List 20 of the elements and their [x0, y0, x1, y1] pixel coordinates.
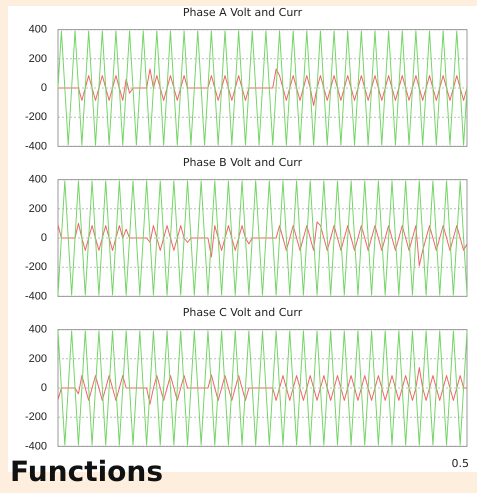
chart-title: Phase B Volt and Curr	[182, 156, 304, 170]
y-tick-label: -400	[24, 290, 47, 302]
y-tick-label: -200	[24, 111, 47, 124]
chart-title: Phase C Volt and Curr	[182, 306, 304, 320]
y-tick-label: -400	[24, 440, 47, 452]
y-tick-label: -400	[24, 140, 47, 152]
chart-title: Phase A Volt and Curr	[182, 6, 304, 20]
y-tick-label: 400	[28, 324, 47, 336]
y-tick-label: 400	[28, 24, 47, 36]
y-tick-label: 0	[40, 382, 47, 394]
y-tick-label: -200	[24, 411, 47, 424]
y-tick-label: 200	[28, 52, 47, 65]
y-tick-label: 0	[40, 82, 47, 94]
y-tick-label: -200	[24, 261, 47, 274]
y-tick-label: 200	[28, 352, 47, 365]
y-tick-label: 0	[40, 232, 47, 244]
y-tick-label: 400	[28, 174, 47, 186]
text: 0.5	[452, 457, 469, 470]
text: Functions	[10, 455, 164, 488]
y-tick-label: 200	[28, 202, 47, 215]
